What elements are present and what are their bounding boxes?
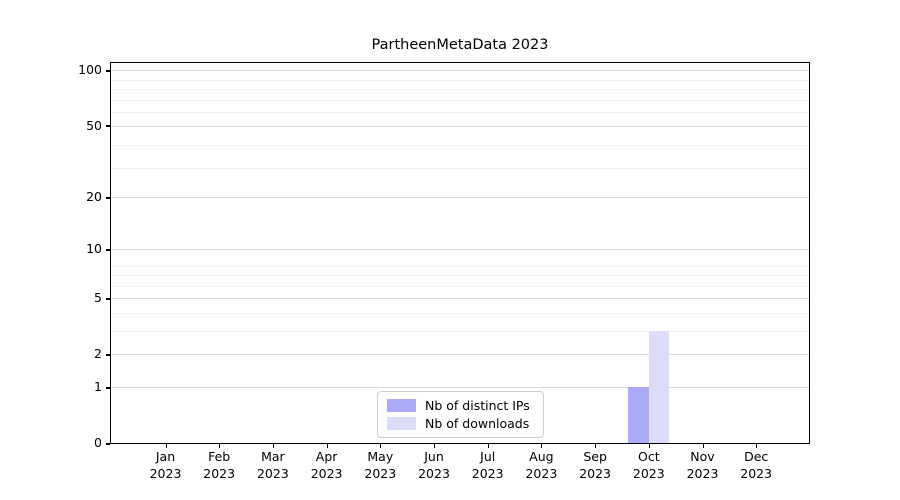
gridline-minor <box>111 100 809 101</box>
y-tick-label: 50 <box>54 117 102 135</box>
y-tick-label: 100 <box>54 61 102 79</box>
x-axis-tick <box>703 444 704 448</box>
gridline-major <box>111 126 809 127</box>
bar-distinct-ips <box>628 387 649 443</box>
legend-label-downloads: Nb of downloads <box>425 415 529 432</box>
bar-downloads <box>649 331 670 443</box>
gridline-minor <box>111 112 809 113</box>
axis-spine-left <box>110 62 111 444</box>
x-axis-tick <box>327 444 328 448</box>
y-tick-label: 2 <box>54 345 102 363</box>
gridline-major <box>111 70 809 71</box>
legend-label-distinct-ips: Nb of distinct IPs <box>425 397 530 414</box>
x-tick-year: 2023 <box>134 466 198 483</box>
x-axis-tick <box>273 444 274 448</box>
gridline-minor <box>111 331 809 332</box>
legend-swatch-distinct-ips <box>387 399 416 412</box>
gridline-minor <box>111 286 809 287</box>
legend-item-downloads: Nb of downloads <box>387 415 534 432</box>
x-axis-tick <box>434 444 435 448</box>
x-tick-label: Jan2023 <box>134 449 198 482</box>
x-axis-tick <box>541 444 542 448</box>
gridline-minor <box>111 275 809 276</box>
y-tick-label: 20 <box>54 188 102 206</box>
chart-title: PartheenMetaData 2023 <box>110 36 810 54</box>
gridline-major <box>111 298 809 299</box>
x-axis-tick <box>166 444 167 448</box>
plot-area: Dec2023Nov2023Oct2023Sep2023Aug2023Jul20… <box>110 62 810 444</box>
x-axis-tick <box>219 444 220 448</box>
x-axis-tick <box>649 444 650 448</box>
legend-box: Nb of distinct IPs Nb of downloads <box>377 391 544 438</box>
y-tick-label: 1 <box>54 378 102 396</box>
x-axis-tick <box>595 444 596 448</box>
gridline-minor <box>111 145 809 146</box>
x-tick-month: Jan <box>134 449 198 466</box>
gridline-major <box>111 354 809 355</box>
gridline-minor <box>111 89 809 90</box>
gridline-minor <box>111 313 809 314</box>
gridline-major <box>111 249 809 250</box>
y-tick-label: 0 <box>54 434 102 452</box>
y-tick-label: 5 <box>54 289 102 307</box>
chart-figure: PartheenMetaData 2023 Dec2023Nov2023Oct2… <box>0 0 900 500</box>
y-tick-label: 10 <box>54 240 102 258</box>
gridline-minor <box>111 168 809 169</box>
axis-spine-right <box>809 62 810 444</box>
axis-spine-top <box>110 62 810 63</box>
gridline-minor <box>111 80 809 81</box>
x-axis-tick <box>756 444 757 448</box>
gridline-major <box>111 197 809 198</box>
legend-swatch-downloads <box>387 417 416 430</box>
x-axis-tick <box>380 444 381 448</box>
axis-spine-bottom <box>110 443 810 444</box>
legend-item-distinct-ips: Nb of distinct IPs <box>387 397 534 414</box>
gridline-minor <box>111 266 809 267</box>
x-axis-tick <box>488 444 489 448</box>
gridline-major <box>111 387 809 388</box>
